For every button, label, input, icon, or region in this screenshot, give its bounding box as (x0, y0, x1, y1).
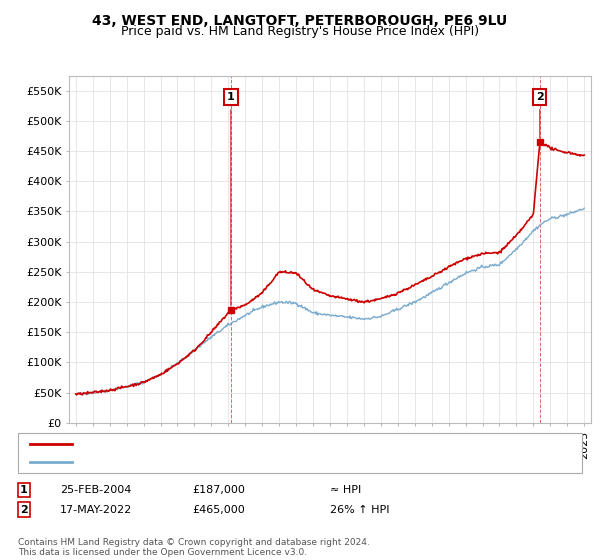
Text: 43, WEST END, LANGTOFT, PETERBOROUGH, PE6 9LU (detached house): 43, WEST END, LANGTOFT, PETERBOROUGH, PE… (78, 439, 452, 449)
Text: Price paid vs. HM Land Registry's House Price Index (HPI): Price paid vs. HM Land Registry's House … (121, 25, 479, 38)
Text: 43, WEST END, LANGTOFT, PETERBOROUGH, PE6 9LU: 43, WEST END, LANGTOFT, PETERBOROUGH, PE… (92, 14, 508, 28)
Text: 25-FEB-2004: 25-FEB-2004 (60, 485, 131, 495)
Text: ≈ HPI: ≈ HPI (330, 485, 361, 495)
Text: 1: 1 (20, 485, 28, 495)
Text: 26% ↑ HPI: 26% ↑ HPI (330, 505, 389, 515)
Text: Contains HM Land Registry data © Crown copyright and database right 2024.
This d: Contains HM Land Registry data © Crown c… (18, 538, 370, 557)
Text: 1: 1 (227, 92, 235, 306)
Text: 17-MAY-2022: 17-MAY-2022 (60, 505, 132, 515)
Text: 2: 2 (20, 505, 28, 515)
Text: 2: 2 (536, 92, 544, 138)
Text: £465,000: £465,000 (192, 505, 245, 515)
Text: £187,000: £187,000 (192, 485, 245, 495)
Text: HPI: Average price, detached house, South Kesteven: HPI: Average price, detached house, Sout… (78, 457, 352, 467)
